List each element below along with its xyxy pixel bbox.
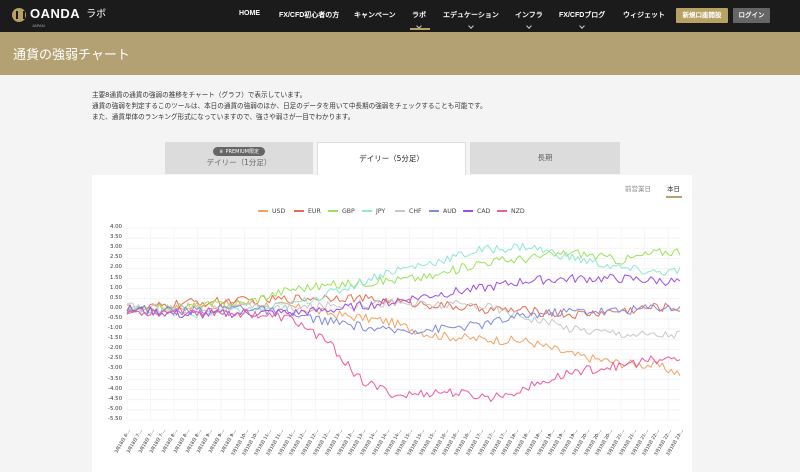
legend-swatch xyxy=(429,210,439,212)
intro-text: 主要8通貨の通貨の強弱の推移をチャート（グラフ）で表示しています。 通貨の強弱を… xyxy=(92,90,692,123)
legend-label: CHF xyxy=(409,208,422,215)
nav-active-indicator xyxy=(410,28,430,30)
nav-item-blog[interactable]: FX/CFDブログ xyxy=(559,10,606,29)
y-tick-label: 1.50 xyxy=(109,274,122,281)
page-banner: 通貨の強弱チャート xyxy=(0,32,800,75)
y-tick-label: -4.00 xyxy=(108,385,122,392)
logo-subtext: JAPAN xyxy=(32,23,45,28)
y-tick-label: 3.50 xyxy=(109,234,122,241)
y-tick-label: -5.50 xyxy=(108,416,122,422)
legend-swatch xyxy=(463,210,473,212)
y-tick-label: 2.00 xyxy=(109,264,122,271)
series-line-nzd[interactable] xyxy=(126,306,681,403)
nav-item-lab-label: ラボ xyxy=(412,12,426,19)
y-tick-label: 3.00 xyxy=(109,244,122,251)
series-line-chf[interactable] xyxy=(126,299,681,339)
series-line-gbp[interactable] xyxy=(126,248,681,314)
subtab-previous-day[interactable]: 前営業日 xyxy=(625,185,651,193)
legend-item-aud[interactable]: AUD xyxy=(429,208,457,215)
subtab-today[interactable]: 本日 xyxy=(667,185,680,193)
login-button[interactable]: ログイン xyxy=(733,8,770,23)
nav-item-blog-label: FX/CFDブログ xyxy=(559,12,606,19)
y-tick-label: 0.00 xyxy=(109,304,122,311)
nav-item-beginners[interactable]: FX/CFD初心者の方 xyxy=(279,12,340,19)
legend-item-usd[interactable]: USD xyxy=(258,208,285,215)
nav-item-education-label: エデュケーション xyxy=(443,12,499,19)
premium-badge-label: PREMIUM限定 xyxy=(225,149,259,155)
legend-item-cad[interactable]: CAD xyxy=(463,208,490,215)
oanda-logo-icon xyxy=(12,8,26,22)
y-tick-label: 1.00 xyxy=(109,284,122,291)
logo-lab-label: ラボ xyxy=(86,9,107,20)
y-tick-label: -2.50 xyxy=(108,355,122,362)
y-tick-label: -3.50 xyxy=(108,375,122,382)
tab-daily-5min[interactable]: デイリー（5分足） xyxy=(317,142,466,176)
nav-item-infra[interactable]: インフラ xyxy=(515,10,543,29)
legend-swatch xyxy=(258,210,268,212)
y-tick-label: -2.00 xyxy=(108,345,122,352)
legend-swatch xyxy=(395,210,405,212)
chart-panel xyxy=(92,175,692,472)
legend-item-jpy[interactable]: JPY xyxy=(362,208,385,215)
oanda-logo[interactable]: OANDA ラボ JAPAN xyxy=(12,6,107,28)
legend-swatch xyxy=(294,210,304,212)
intro-line: 通貨の強弱を判定するこのツールは、本日の通貨の強弱のほか、日足のデータを用いて中… xyxy=(92,102,487,110)
nav-item-widget[interactable]: ウィジェット xyxy=(623,12,665,19)
nav-item-home[interactable]: HOME xyxy=(239,10,260,17)
crown-icon: ♛ xyxy=(219,149,224,155)
y-tick-label: -0.50 xyxy=(108,314,122,321)
y-tick-label: 0.50 xyxy=(109,294,122,301)
legend-swatch xyxy=(328,210,338,212)
legend-item-gbp[interactable]: GBP xyxy=(328,208,355,215)
intro-line: 主要8通貨の通貨の強弱の推移をチャート（グラフ）で表示しています。 xyxy=(92,91,307,99)
legend-label: GBP xyxy=(342,208,355,215)
page-title: 通貨の強弱チャート xyxy=(13,48,130,63)
legend-label: EUR xyxy=(308,208,321,215)
legend-label: JPY xyxy=(376,208,386,215)
y-tick-label: 2.50 xyxy=(109,254,122,261)
legend-swatch xyxy=(362,210,372,212)
legend-item-chf[interactable]: CHF xyxy=(395,208,422,215)
premium-badge: ♛ PREMIUM限定 xyxy=(213,147,265,156)
nav-item-infra-label: インフラ xyxy=(515,12,543,19)
subtab-active-indicator xyxy=(666,196,682,198)
nav-item-education[interactable]: エデュケーション xyxy=(443,10,499,29)
tab-daily-1min[interactable]: ♛ PREMIUM限定 デイリー（1分足） xyxy=(165,142,313,174)
series-line-aud[interactable] xyxy=(126,303,681,335)
tab-long-term[interactable]: 長期 xyxy=(470,142,620,174)
legend-label: AUD xyxy=(443,208,457,215)
legend-label: CAD xyxy=(477,208,491,215)
legend-item-nzd[interactable]: NZD xyxy=(497,208,525,215)
logo-text: OANDA xyxy=(30,6,81,21)
nav-item-lab[interactable]: ラボ xyxy=(412,10,426,29)
legend-label: USD xyxy=(272,208,286,215)
y-tick-label: -1.50 xyxy=(108,335,122,342)
y-tick-label: 4.00 xyxy=(109,224,122,230)
top-navigation-bar: OANDA ラボ JAPAN HOME FX/CFD初心者の方 キャンペーン ラ… xyxy=(0,0,800,32)
tab-daily-1min-label: デイリー（1分足） xyxy=(206,158,272,167)
series-line-jpy[interactable] xyxy=(126,242,681,319)
legend-item-eur[interactable]: EUR xyxy=(294,208,321,215)
nav-item-campaign[interactable]: キャンペーン xyxy=(354,12,396,19)
y-tick-label: -1.00 xyxy=(108,325,122,332)
new-account-button[interactable]: 新規口座開設 xyxy=(676,8,728,23)
y-tick-label: -5.00 xyxy=(108,405,122,412)
y-tick-label: -4.50 xyxy=(108,395,122,402)
y-tick-label: -3.00 xyxy=(108,365,122,372)
legend-swatch xyxy=(497,210,507,212)
intro-line: また、通貨単体のランキング形式になっていますので、強さや弱さが一目でわかります。 xyxy=(92,113,355,121)
legend-label: NZD xyxy=(511,208,525,215)
